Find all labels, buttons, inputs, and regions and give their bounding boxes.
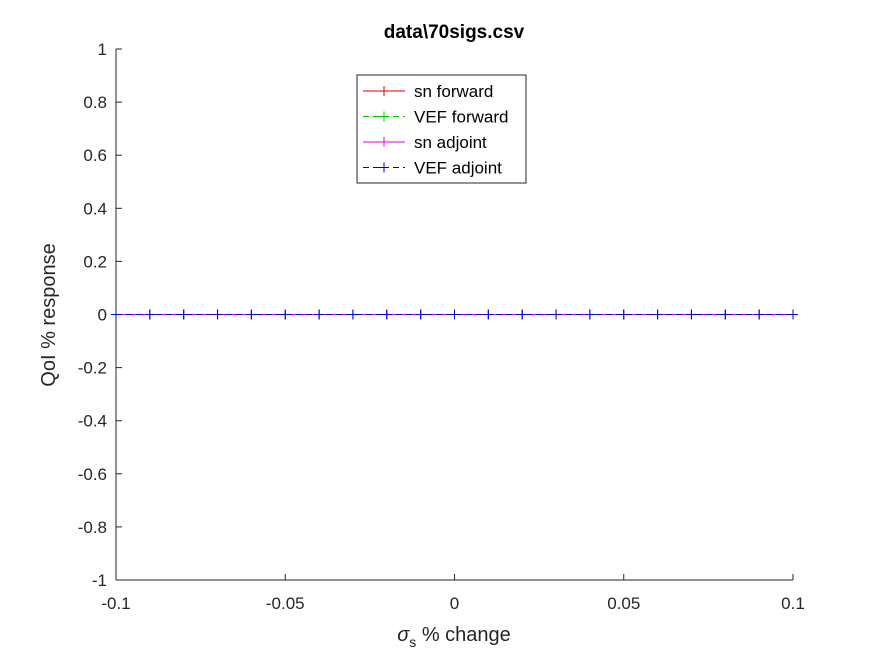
data-point	[652, 309, 663, 320]
data-point	[483, 309, 494, 320]
data-point	[111, 309, 121, 320]
y-axis-label: QoI % response	[38, 243, 60, 386]
y-tick-label: -0.4	[78, 412, 107, 431]
legend-label: VEF forward	[414, 108, 508, 127]
data-point	[449, 309, 460, 320]
series-vef-adjoint	[111, 309, 798, 320]
data-point	[246, 309, 257, 320]
data-point	[212, 309, 223, 320]
y-tick-label: 0.4	[83, 199, 107, 218]
legend-swatch-marker	[379, 86, 389, 96]
data-point	[347, 309, 358, 320]
legend-entry: sn forward	[363, 82, 493, 101]
legend-label: sn forward	[414, 82, 493, 101]
y-tick-label: 0	[98, 306, 107, 325]
axes: -1 -0.8 -0.6 -0.4 -0.2 0 0.2 0.4 0.6 0.8 1 -0.1 -0.0…	[78, 40, 805, 613]
y-tick-label: -0.2	[78, 359, 107, 378]
x-axis-label-symbol: σ	[397, 624, 410, 646]
data-point	[686, 309, 697, 320]
x-axis-label-subscript: s	[409, 634, 416, 650]
x-axis-label-text: % change	[416, 624, 511, 646]
data-point	[144, 309, 155, 320]
data-point	[618, 309, 629, 320]
y-tick-label: 0.6	[83, 146, 107, 165]
legend-entry: VEF adjoint	[363, 159, 502, 178]
x-tick-label: 0.1	[781, 594, 805, 613]
data-point	[788, 309, 798, 320]
x-tick-label: -0.05	[266, 594, 305, 613]
y-tick-label: -0.6	[78, 465, 107, 484]
data-point	[178, 309, 189, 320]
y-tick-label: -0.8	[78, 518, 107, 537]
data-point	[280, 309, 291, 320]
chart-title: data\70sigs.csv	[384, 22, 525, 43]
y-tick-label: 1	[98, 40, 107, 59]
data-point	[415, 309, 426, 320]
x-axis-label: σs % change	[397, 624, 511, 650]
legend-entry: VEF forward	[363, 108, 508, 127]
legend-entry: sn adjoint	[363, 133, 487, 152]
x-tick-label: 0	[450, 594, 459, 613]
y-tick-label: 0.8	[83, 93, 107, 112]
legend-swatch-marker	[379, 137, 389, 147]
legend-swatch-marker	[379, 111, 389, 122]
legend-box	[356, 74, 527, 184]
data-point	[754, 309, 765, 320]
x-tick-label: 0.05	[607, 594, 640, 613]
data-point	[517, 309, 528, 320]
y-tick-label: -1	[92, 571, 107, 590]
data-point	[381, 309, 392, 320]
plot-series	[111, 309, 798, 320]
x-tick-label: -0.1	[101, 594, 130, 613]
legend-label: sn adjoint	[414, 133, 487, 152]
data-point	[551, 309, 562, 320]
legend-swatch-marker	[379, 162, 389, 173]
legend-label: VEF adjoint	[414, 159, 502, 178]
legend: sn forward VEF forward sn adjoint VEF adjoi…	[356, 74, 527, 184]
data-point	[314, 309, 325, 320]
data-point	[720, 309, 731, 320]
y-tick-label: 0.2	[83, 252, 107, 271]
data-point	[584, 309, 595, 320]
